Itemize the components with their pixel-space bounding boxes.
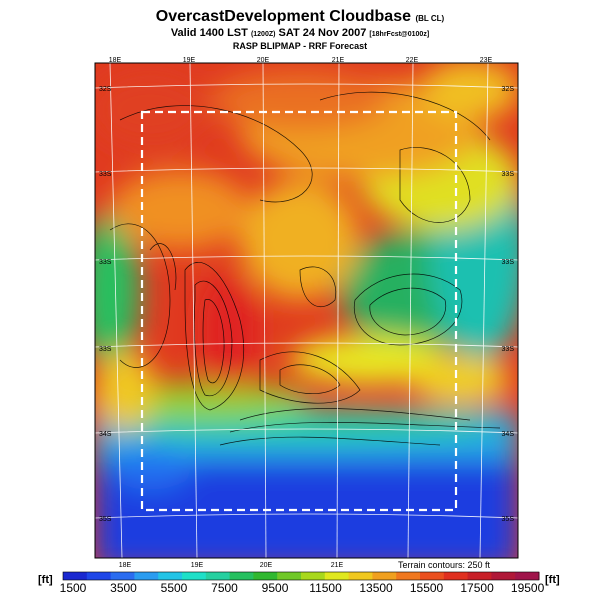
colorbar-swatch xyxy=(86,572,112,580)
forecast-field xyxy=(95,63,518,558)
colorbar-border xyxy=(62,571,540,581)
colorbar-swatch xyxy=(515,572,540,580)
lon-label-top: 22E xyxy=(406,57,419,64)
colorbar-swatch xyxy=(491,572,516,580)
lon-label-bottom: 21E xyxy=(331,562,344,569)
valid-prefix: Valid 1400 LST xyxy=(170,27,248,39)
colorbar-label: 11500 xyxy=(309,581,342,595)
lat-label-left: 35S xyxy=(99,516,112,523)
colorbar-swatch xyxy=(229,572,254,580)
colorbar-swatch xyxy=(467,572,492,580)
colorbar-labels: 1500 3500 5500 7500 9500 11500 13500 15500 17500… xyxy=(60,581,545,595)
colorbar-label: 3500 xyxy=(110,581,137,595)
colorbar-swatch xyxy=(301,572,326,580)
colorbar-swatch xyxy=(134,572,159,580)
colorbar-swatch xyxy=(443,572,469,580)
map-title-suffix: (BL CL) xyxy=(415,14,445,23)
colorbar-label: 5500 xyxy=(160,581,188,595)
map-title: OvercastDevelopment Cloudbase (BL CL) xyxy=(0,8,600,26)
lat-label-left: 33S xyxy=(99,171,112,178)
colorbar-label: 13500 xyxy=(359,581,393,595)
lon-label-top: 18E xyxy=(109,57,122,64)
valid-utc: (1200Z) xyxy=(250,31,276,38)
lon-label-top: 21E xyxy=(332,57,345,64)
colorbar-label: 15500 xyxy=(409,581,444,595)
map-subtitle: RASP BLIPMAP - RRF Forecast xyxy=(232,41,368,51)
valid-time-line: Valid 1400 LST (1200Z) SAT 24 Nov 2007 [… xyxy=(0,27,600,39)
colorbar-swatch xyxy=(63,572,88,580)
terrain-contour-note: Terrain contours: 250 ft xyxy=(398,560,491,570)
forecast-hour: [18hrFcst@0100z] xyxy=(369,31,430,38)
lat-label-left: 32S xyxy=(99,86,112,93)
colorbar-swatch xyxy=(158,572,183,580)
colorbar-swatch xyxy=(420,572,445,580)
lat-label-right: 33S xyxy=(502,259,515,266)
lat-label-right: 32S xyxy=(502,86,515,93)
colorbar-label: 17500 xyxy=(460,581,494,595)
lat-label-left: 33S xyxy=(99,259,112,266)
lon-label-bottom: 20E xyxy=(260,562,273,569)
valid-date: SAT 24 Nov 2007 xyxy=(278,27,367,39)
colorbar-label: 1500 xyxy=(59,581,87,595)
lon-label-top: 20E xyxy=(257,57,270,64)
lat-label-right: 35S xyxy=(502,516,515,523)
lon-label-bottom: 18E xyxy=(119,562,132,569)
lat-label-right: 33S xyxy=(502,171,515,178)
colorbar-swatch xyxy=(205,572,231,580)
colorbar-swatch xyxy=(277,572,302,580)
colorbar-swatch xyxy=(182,572,207,580)
colorbar-label: 9500 xyxy=(261,581,289,595)
lat-label-left: 33S xyxy=(99,346,112,353)
colorbar-unit-left: [ft] xyxy=(38,574,53,586)
colorbar-swatch xyxy=(324,572,350,580)
lon-label-bottom: 19E xyxy=(191,562,204,569)
colorbar: [ft] [ft] 1500 3500 5500 7500 9500 11500 13500… xyxy=(0,569,600,600)
lat-label-right: 33S xyxy=(502,346,515,353)
lat-label-right: 34S xyxy=(502,431,515,438)
colorbar-strip xyxy=(62,571,540,581)
colorbar-label: 19500 xyxy=(510,581,545,595)
lon-label-top: 19E xyxy=(183,57,196,64)
colorbar-swatch xyxy=(372,572,397,580)
colorbar-swatch xyxy=(348,572,373,580)
map-title-main: OvercastDevelopment Cloudbase xyxy=(155,8,411,25)
colorbar-unit-right: [ft] xyxy=(545,574,560,586)
colorbar-swatch xyxy=(253,572,278,580)
colorbar-swatch xyxy=(396,572,421,580)
lon-label-top: 23E xyxy=(480,57,493,64)
colorbar-label: 7500 xyxy=(211,581,238,595)
lat-label-left: 34S xyxy=(99,431,112,438)
colorbar-swatch xyxy=(110,572,135,580)
